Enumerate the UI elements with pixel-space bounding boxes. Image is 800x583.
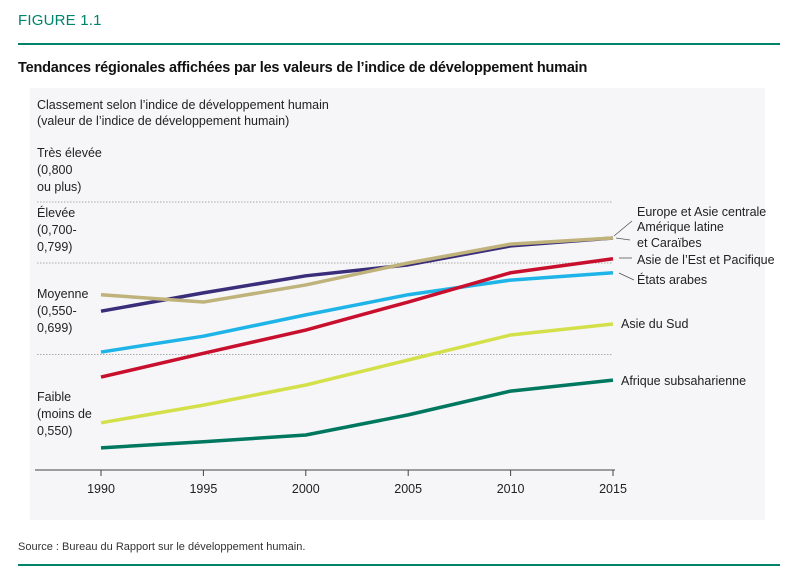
- hdi-band-label: Faible: [37, 390, 71, 404]
- series-line-south_asia: [100, 322, 614, 425]
- x-tick-label: 1990: [87, 482, 115, 496]
- series-label: et Caraïbes: [637, 236, 702, 250]
- hdi-band-label: Très élevée: [37, 146, 102, 160]
- x-tick-label: 2010: [497, 482, 525, 496]
- series-line-ssa: [100, 378, 614, 450]
- series-label: Asie du Sud: [621, 317, 688, 331]
- hdi-band-label: (moins de: [37, 407, 92, 421]
- series-line-europe: [100, 236, 614, 304]
- hdi-band-label: ou plus): [37, 180, 81, 194]
- x-tick-label: 2015: [599, 482, 627, 496]
- label-leader-line: [615, 237, 631, 241]
- top-rule: [18, 43, 780, 45]
- series-label: Afrique subsaharienne: [621, 374, 746, 388]
- hdi-band-label: 0,799): [37, 240, 72, 254]
- y-axis-label: (valeur de l’indice de développement hum…: [37, 114, 289, 128]
- y-axis-label: Classement selon l’indice de développeme…: [37, 98, 329, 112]
- label-leader-line: [618, 272, 635, 281]
- hdi-band-label: (0,700-: [37, 223, 77, 237]
- hdi-band-label: (0,550-: [37, 304, 77, 318]
- label-leader-line: [613, 220, 633, 237]
- x-tick-label: 2000: [292, 482, 320, 496]
- x-tick-label: 2005: [394, 482, 422, 496]
- hdi-band-label: Moyenne: [37, 287, 88, 301]
- series-label: Amérique latine: [637, 220, 724, 234]
- hdi-band-label: (0,800: [37, 163, 72, 177]
- series-label: Europe et Asie centrale: [637, 205, 766, 219]
- chart-title: Tendances régionales affichées par les v…: [18, 60, 588, 76]
- series-label: Asie de l’Est et Pacifique: [637, 253, 775, 267]
- series-label: États arabes: [637, 272, 707, 287]
- source-note: Source : Bureau du Rapport sur le dévelo…: [18, 541, 306, 553]
- hdi-band-label: Élevée: [37, 205, 75, 220]
- figure-label: FIGURE 1.1: [18, 12, 102, 29]
- hdi-band-label: 0,699): [37, 321, 72, 335]
- hdi-band-label: 0,550): [37, 424, 72, 438]
- series-line-east_asia: [100, 256, 614, 379]
- series-line-arab: [100, 271, 614, 354]
- bottom-rule: [18, 564, 780, 566]
- x-tick-label: 1995: [189, 482, 217, 496]
